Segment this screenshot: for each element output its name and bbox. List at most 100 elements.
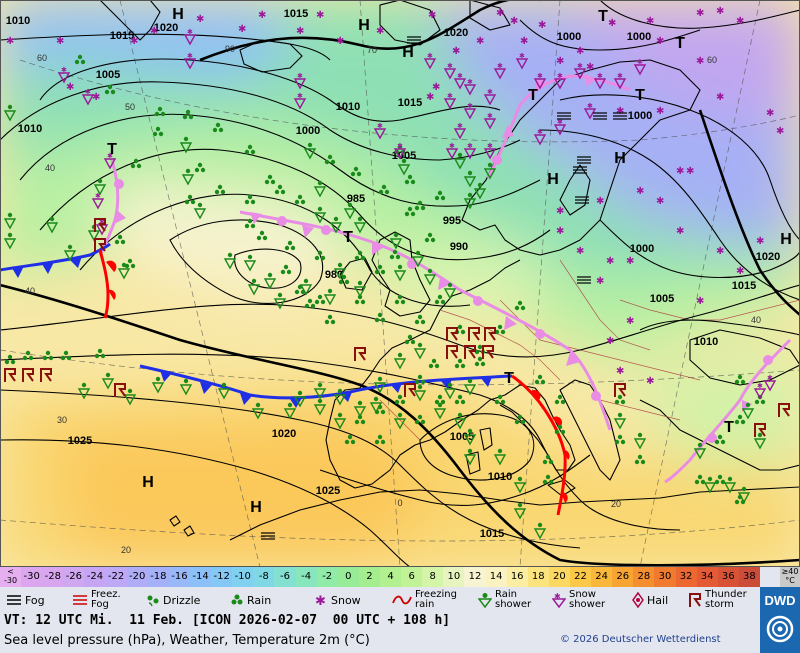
snow-icon: ✱ <box>315 594 326 607</box>
snow-symbol: ✱ <box>556 56 564 67</box>
rain-symbol <box>404 334 416 345</box>
svg-text:✱: ✱ <box>187 28 193 36</box>
snow-symbol: ✱ <box>196 14 204 25</box>
isobars <box>0 0 800 567</box>
isobar-labels: 1010 1020 1015 1015 1020 1000 1000 1005 1010 1010… <box>6 8 780 540</box>
svg-text:✱: ✱ <box>467 102 473 110</box>
snow-symbol: ✱ <box>646 16 654 27</box>
svg-text:✱: ✱ <box>637 58 643 66</box>
rain-shower-symbol <box>397 158 411 176</box>
scale-cell: 38 <box>738 567 760 587</box>
scale-cell: -20 <box>126 567 148 587</box>
rain-shower-symbol <box>393 352 407 370</box>
rain-shower-symbol <box>273 292 287 310</box>
svg-text:✱: ✱ <box>557 118 563 126</box>
temperature-labels: 90 70 60 50 40 60 40 40 30 20 20 0 <box>25 44 761 555</box>
fog-symbol <box>557 112 571 120</box>
snow-symbol: ✱ <box>496 8 504 19</box>
rain-symbol <box>714 474 726 485</box>
snow-symbol: ✱ <box>636 186 644 197</box>
rain-shower-symbol <box>323 288 337 306</box>
isobar-label: 1000 <box>628 110 652 122</box>
high-pressure-center: H <box>402 44 414 61</box>
svg-text:✱: ✱ <box>427 52 433 60</box>
svg-text:✱: ✱ <box>107 152 113 160</box>
snow-symbol: ✱ <box>716 246 724 257</box>
legend-rain: Rain <box>230 589 271 611</box>
rain-symbol <box>324 154 336 165</box>
rain-shower-symbol <box>123 388 137 406</box>
rain-symbol <box>130 158 142 169</box>
rain-symbol <box>194 162 206 173</box>
freezing-rain-icon <box>392 595 412 605</box>
isobar-label: 1015 <box>398 97 422 109</box>
weather-symbols: ✱ ✱ ✱✱✱✱✱✱✱✱✱✱✱✱✱✱✱✱✱✱ ✱✱✱✱✱✱ ✱✱✱ ✱✱✱✱✱✱✱ ✱✱ ✱✱… <box>3 6 790 540</box>
snow-symbol: ✱ <box>428 10 436 21</box>
rain-shower-symbol <box>741 402 755 420</box>
snow-symbol: ✱ <box>56 36 64 47</box>
country-borders <box>379 259 800 441</box>
rain-shower-symbol <box>433 402 447 420</box>
snow-symbol: ✱ <box>626 316 634 327</box>
rain-symbol <box>394 394 406 405</box>
rain-symbol <box>256 230 268 241</box>
rain-shower-symbol <box>3 104 17 122</box>
fog-symbol <box>575 196 589 204</box>
rain-shower-symbol <box>353 216 367 234</box>
scale-cell: -26 <box>63 567 85 587</box>
svg-text:✱: ✱ <box>617 72 623 80</box>
temperature-label: 30 <box>57 415 67 425</box>
rain-symbol <box>344 434 356 445</box>
snow-symbol: ✱ <box>756 236 764 247</box>
isobar-label: 1015 <box>480 528 504 540</box>
rain-symbol <box>212 122 224 133</box>
rain-symbol <box>294 284 306 295</box>
isobar-label: 1015 <box>110 30 134 42</box>
rain-symbol <box>284 240 296 251</box>
snow-symbol: ✱ <box>130 36 138 47</box>
rain-shower-symbol <box>247 278 261 296</box>
rain-shower-symbol <box>533 522 547 540</box>
thunderstorm-symbol <box>468 327 480 341</box>
scale-cell: 12 <box>464 567 486 587</box>
rain-shower-symbol <box>737 486 751 504</box>
scale-cell: 16 <box>506 567 528 587</box>
low-pressure-center: T <box>598 8 608 25</box>
snow-symbol: ✱ <box>656 36 664 47</box>
dwd-logo: DWD <box>760 587 800 653</box>
svg-text:✱: ✱ <box>377 122 383 130</box>
snow-symbol: ✱ <box>656 106 664 117</box>
svg-text:✱: ✱ <box>497 62 503 70</box>
snow-shower-symbol: ✱ <box>533 72 547 90</box>
weather-map: 1010 1020 1015 1015 1020 1000 1000 1005 1010 1010… <box>0 0 800 567</box>
isobar-label: 1025 <box>316 485 340 497</box>
snow-symbol: ✱ <box>586 62 594 73</box>
isobar-label: 1010 <box>18 123 42 135</box>
rain-symbol <box>294 194 306 205</box>
temperature-label: 50 <box>125 102 135 112</box>
rain-symbol <box>244 144 256 155</box>
rain-symbol <box>414 200 426 211</box>
svg-text:✱: ✱ <box>85 88 91 96</box>
svg-text:✱: ✱ <box>467 142 473 150</box>
rain-shower-symbol <box>353 280 367 298</box>
temperature-label: 40 <box>25 286 35 296</box>
scale-cell: -10 <box>232 567 254 587</box>
rain-shower-symbol <box>353 400 367 418</box>
occluded-front <box>239 210 612 431</box>
snow-symbol: ✱ <box>676 226 684 237</box>
snow-symbol: ✱ <box>538 20 546 31</box>
snow-shower-symbol: ✱ <box>183 52 197 70</box>
thunderstorm-symbol <box>404 383 416 397</box>
snow-shower-symbol: ✱ <box>91 192 105 210</box>
scale-cell: 0 <box>337 567 359 587</box>
snow-symbol: ✱ <box>6 36 14 47</box>
snow-shower-symbol: ✱ <box>553 72 567 90</box>
temperature-label: 90 <box>225 44 235 54</box>
thunderstorm-symbol <box>94 238 106 252</box>
rain-symbol <box>350 166 362 177</box>
snow-symbol: ✱ <box>92 92 100 103</box>
scale-cell: -18 <box>147 567 169 587</box>
rain-symbol <box>514 300 526 311</box>
